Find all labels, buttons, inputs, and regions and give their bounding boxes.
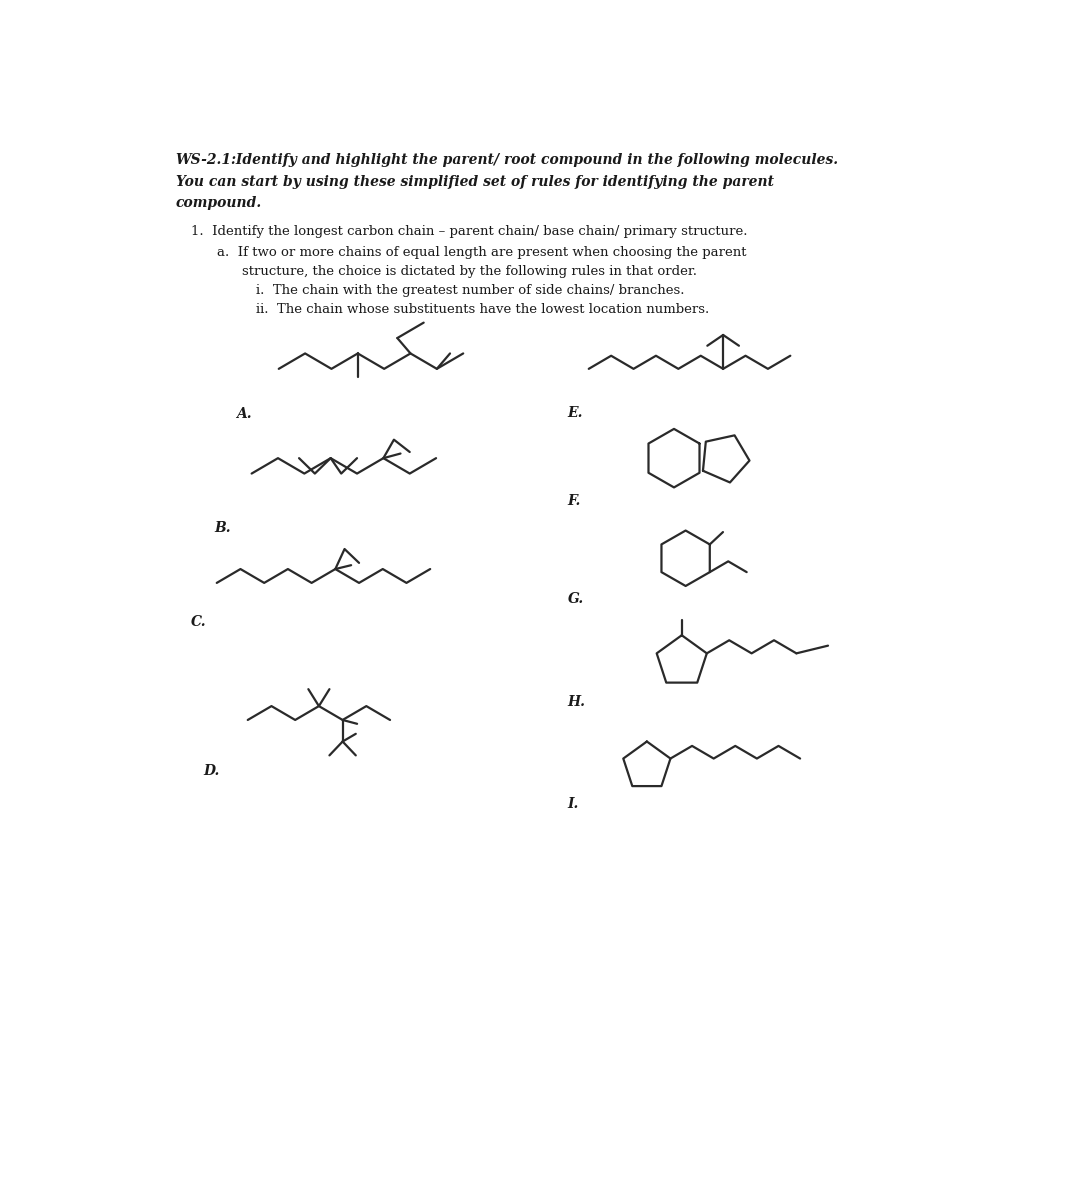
- Text: E.: E.: [567, 406, 584, 420]
- Text: i.  The chain with the greatest number of side chains/ branches.: i. The chain with the greatest number of…: [256, 284, 684, 298]
- Text: WS-2.1:: WS-2.1:: [175, 154, 237, 167]
- Text: D.: D.: [204, 764, 220, 778]
- Text: A.: A.: [236, 407, 251, 421]
- Text: Identify and highlight the parent/ root compound in the following molecules.: Identify and highlight the parent/ root …: [232, 154, 838, 167]
- Text: compound.: compound.: [175, 196, 262, 210]
- Text: a.  If two or more chains of equal length are present when choosing the parent: a. If two or more chains of equal length…: [217, 246, 746, 259]
- Text: You can start by using these simplified set of rules for identifying the parent: You can start by using these simplified …: [175, 175, 773, 188]
- Text: C.: C.: [192, 616, 207, 629]
- Text: structure, the choice is dictated by the following rules in that order.: structure, the choice is dictated by the…: [243, 265, 697, 278]
- Text: B.: B.: [214, 521, 231, 535]
- Text: H.: H.: [567, 695, 586, 708]
- Text: 1.  Identify the longest carbon chain – parent chain/ base chain/ primary struct: 1. Identify the longest carbon chain – p…: [192, 224, 747, 238]
- Text: ii.  The chain whose substituents have the lowest location numbers.: ii. The chain whose substituents have th…: [256, 302, 708, 316]
- Text: F.: F.: [567, 494, 582, 509]
- Text: G.: G.: [567, 592, 584, 606]
- Text: I.: I.: [567, 797, 579, 811]
